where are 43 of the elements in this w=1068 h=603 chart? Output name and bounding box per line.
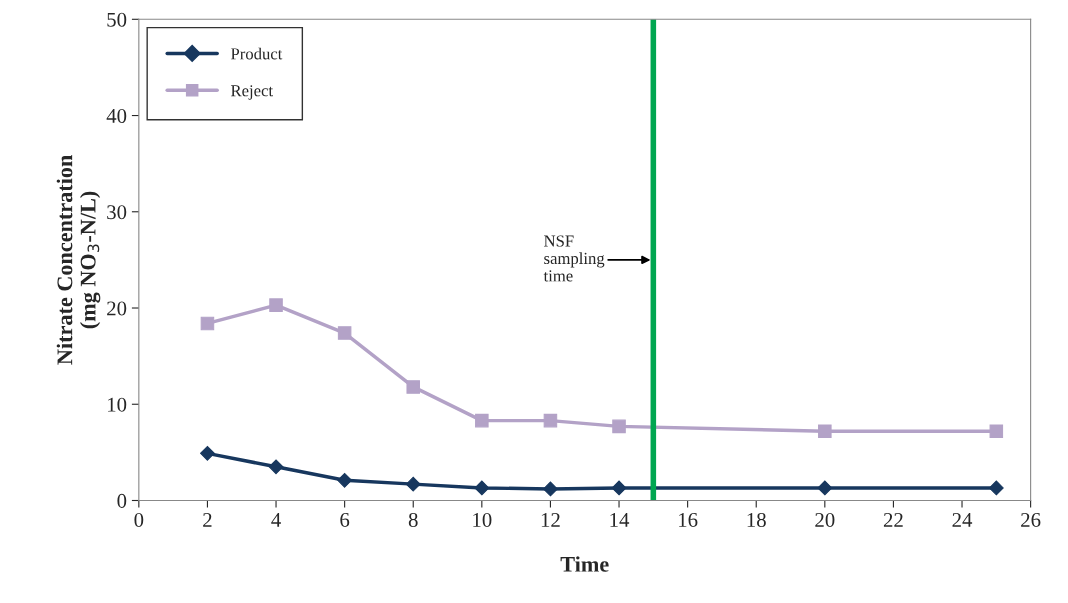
y-tick-label: 0 [117,493,127,508]
x-tick-label: 14 [610,513,630,527]
point [612,419,626,434]
annotation: NSF sampling time [543,235,605,282]
point [200,316,215,331]
x-tick-label: 10 [473,512,492,527]
x-tick-label: 20 [815,512,835,527]
y-tick-label: 40 [106,108,127,123]
point [475,413,489,428]
y-tick-label: 10 [108,397,127,412]
y-axis-title: Nitrate Concentration (mg NO$_{3}$-N/L) [56,155,101,365]
point [406,380,420,394]
y-tick-label: 30 [107,205,127,220]
x-tick-label: 6 [340,512,350,527]
x-tick-label: 24 [952,512,973,527]
x-tick-label: 26 [1021,512,1041,527]
point [405,476,421,492]
legend-label: Product [230,47,283,60]
x-tick-label: 22 [883,512,903,527]
y-tick-label: 20 [107,301,127,316]
legend-label: Reject [230,85,273,100]
x-tick-label: 4 [271,513,281,527]
point [200,445,215,461]
point [337,472,353,488]
x-tick-label: 18 [747,512,766,527]
point [611,480,627,496]
x-tick-label: 16 [679,512,698,527]
x-tick-label: 8 [408,512,418,527]
point [268,459,284,475]
x-axis-title: Time [560,556,609,572]
point [988,480,1004,496]
x-tick-label: 0 [134,512,144,527]
point [337,326,352,340]
point [818,424,832,438]
point [269,298,283,312]
x-tick-label: 12 [541,512,560,527]
y-tick-label: 50 [107,12,127,27]
point [543,481,558,497]
point [474,480,490,496]
point [543,413,558,428]
point [817,480,833,496]
x-tick-label: 2 [203,512,212,527]
point [989,424,1004,438]
